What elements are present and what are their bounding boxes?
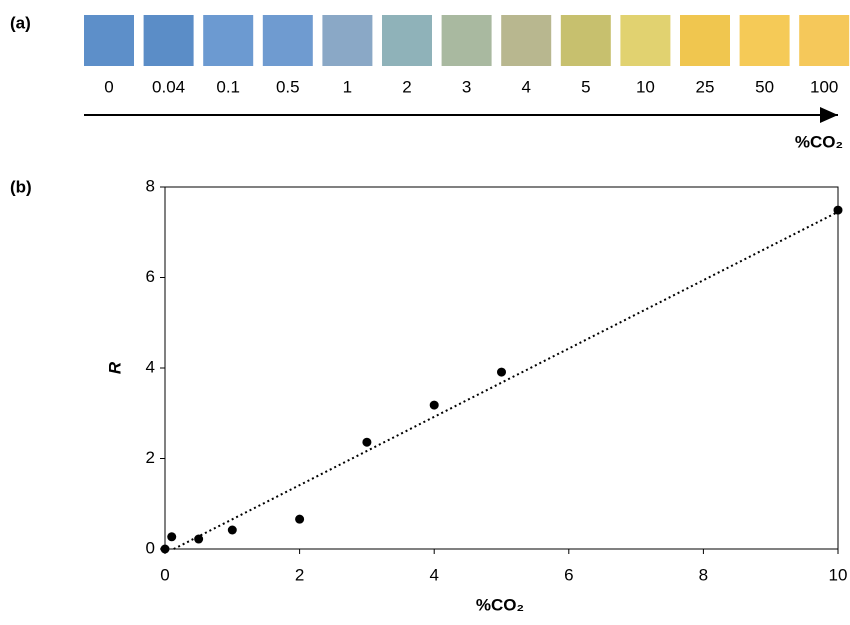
swatch-label: 0.1	[216, 77, 240, 96]
data-point	[497, 367, 506, 377]
swatch-label: 10	[636, 77, 655, 96]
swatch	[501, 15, 552, 66]
swatch-label: 5	[581, 77, 590, 96]
data-point	[194, 534, 204, 544]
data-point	[295, 514, 305, 524]
swatch	[739, 15, 790, 66]
data-point	[362, 437, 372, 447]
data-point	[227, 525, 237, 535]
x-tick-label: 10	[829, 565, 848, 584]
y-tick-label: 2	[146, 448, 155, 467]
y-tick-label: 8	[146, 176, 155, 195]
x-tick-label: 6	[564, 565, 573, 584]
swatch-label: 4	[521, 77, 530, 96]
data-point	[833, 205, 843, 215]
swatch	[680, 15, 730, 66]
swatch	[262, 15, 313, 66]
swatch	[799, 15, 850, 66]
swatch	[620, 15, 671, 66]
swatch-label: 1	[343, 77, 352, 96]
x-tick-label: 0	[160, 565, 169, 584]
swatch-label: 0.5	[276, 77, 300, 96]
swatch-label: 25	[696, 77, 715, 96]
y-tick-label: 6	[146, 267, 155, 286]
swatch-label: 0.04	[152, 77, 185, 96]
x-tick-label: 4	[429, 565, 438, 584]
swatch-label: 3	[462, 77, 471, 96]
data-point	[160, 544, 170, 554]
swatch	[84, 15, 134, 66]
swatch	[441, 15, 492, 66]
data-point	[167, 532, 177, 542]
swatch	[203, 15, 254, 66]
swatch	[143, 15, 194, 66]
x-axis-label: %CO₂	[476, 595, 524, 614]
axis-label: %CO₂	[795, 132, 843, 151]
y-axis-label: R	[105, 361, 124, 374]
swatch	[322, 15, 373, 66]
swatch-label: 2	[402, 77, 411, 96]
swatch-label: 0	[104, 77, 113, 96]
data-point	[429, 400, 439, 410]
swatch	[382, 15, 432, 66]
y-tick-label: 0	[146, 538, 155, 557]
x-tick-label: 2	[295, 565, 304, 584]
panel-label: (b)	[10, 177, 32, 196]
trend-line	[173, 210, 839, 550]
swatch-label: 100	[810, 77, 838, 96]
x-tick-label: 8	[699, 565, 708, 584]
swatch-label: 50	[755, 77, 774, 96]
panel-label: (a)	[10, 13, 31, 32]
swatch	[560, 15, 611, 66]
y-tick-label: 4	[146, 357, 155, 376]
